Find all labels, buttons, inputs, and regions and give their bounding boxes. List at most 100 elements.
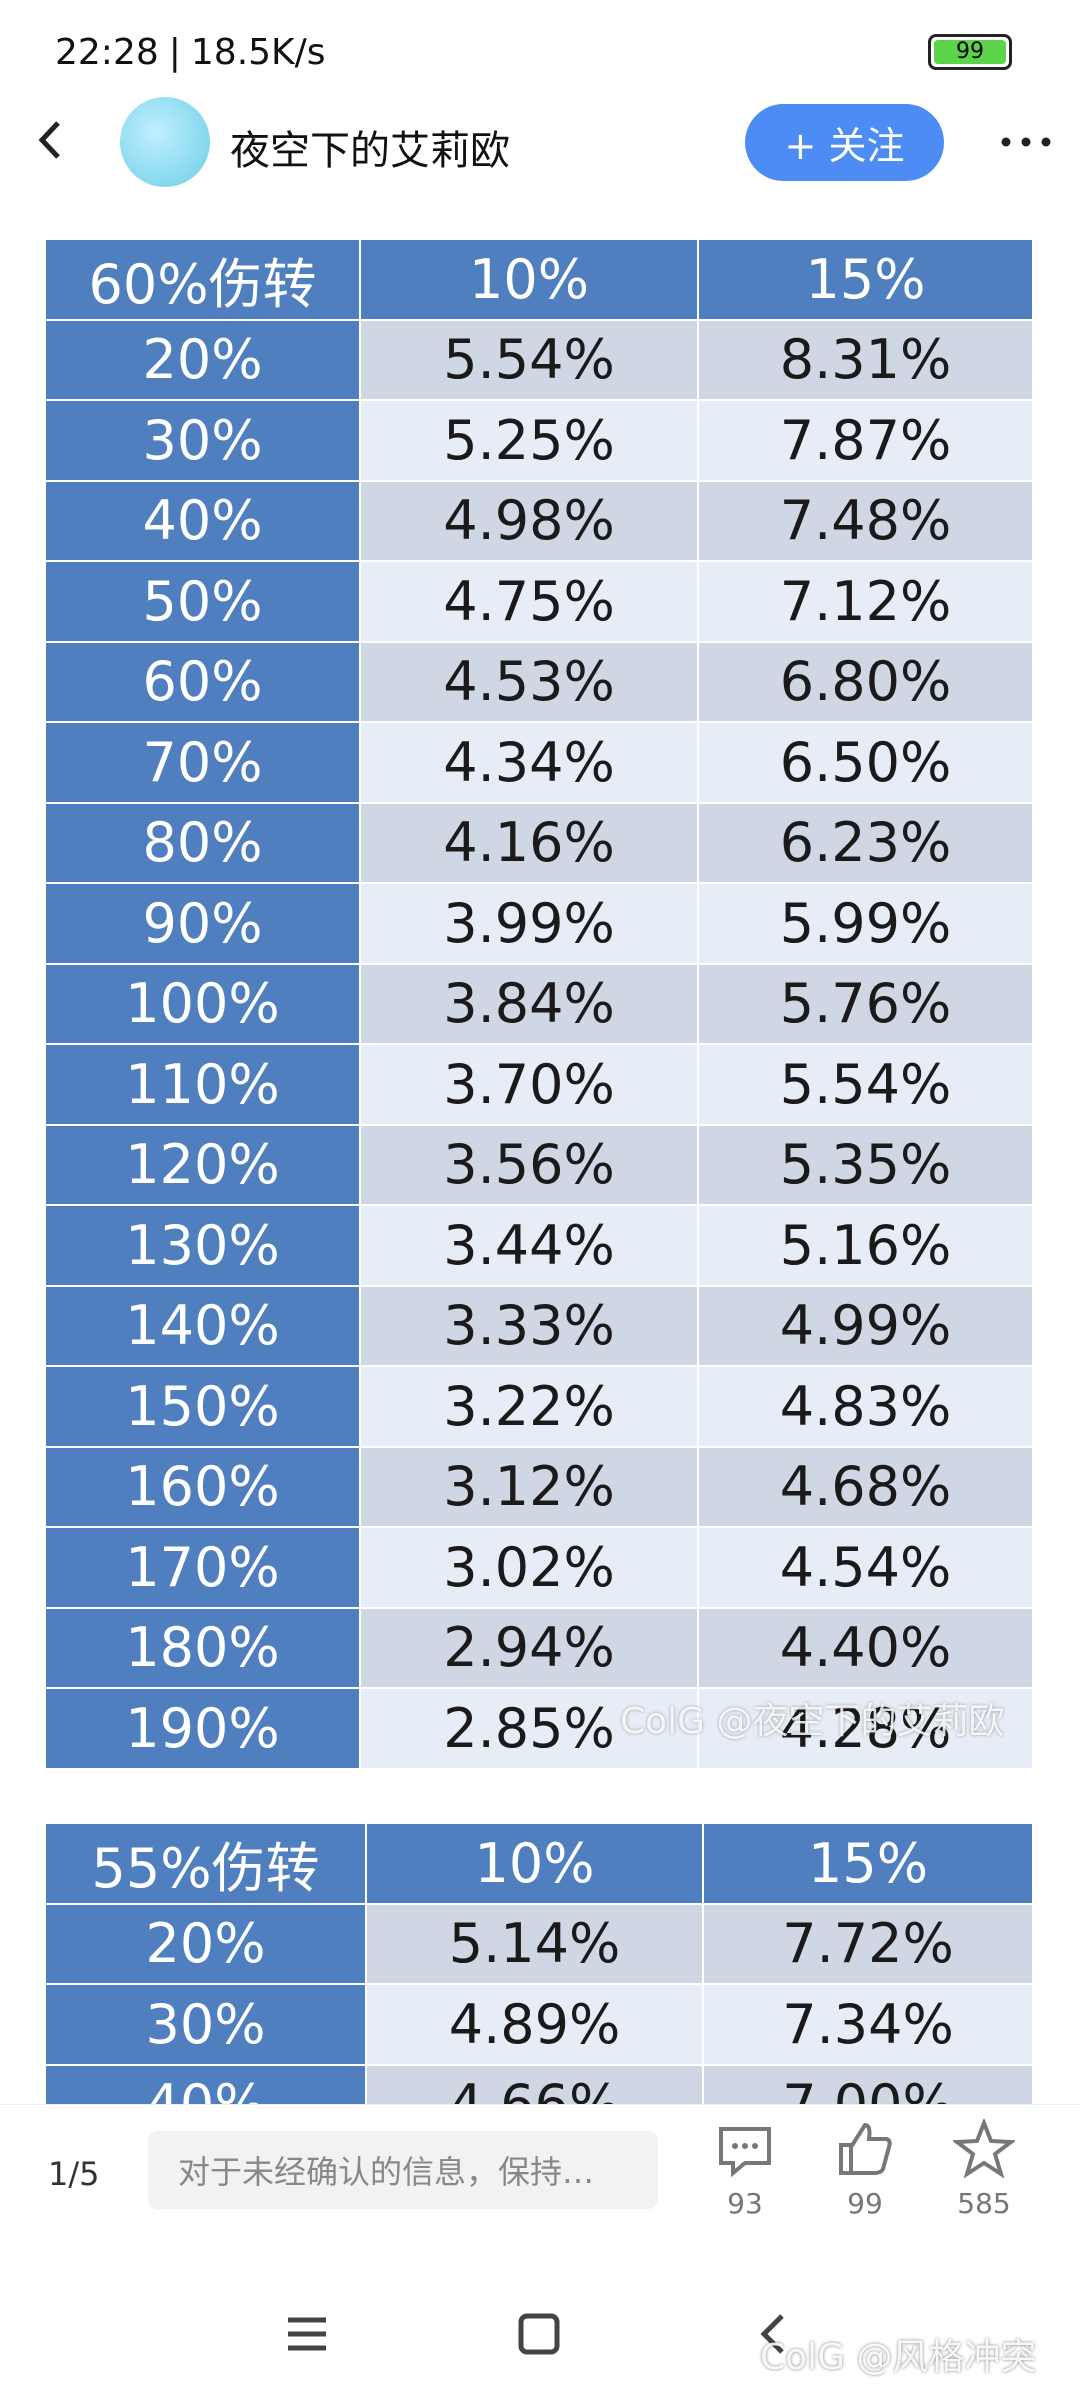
net-speed: 18.5K/s <box>190 31 326 73</box>
table-row: 40%4.66%7.00% <box>46 2065 1034 2104</box>
table-cell: 4.75% <box>361 562 699 641</box>
table-row: 80% 4.16% 6.23% <box>46 803 1034 884</box>
more-button[interactable] <box>1000 130 1052 154</box>
bottom-bar: 1/5 对于未经确认的信息，保持… 93 99 585 <box>0 2104 1080 2250</box>
table-row: 50% 4.75% 7.12% <box>46 562 1034 643</box>
table-cell: 190% <box>46 1689 361 1768</box>
header-cell: 10% <box>361 240 699 319</box>
table-cell: 170% <box>46 1528 361 1607</box>
table-cell: 3.84% <box>361 964 699 1043</box>
home-button[interactable] <box>518 2313 560 2355</box>
table-cell: 7.87% <box>699 401 1034 480</box>
table-cell: 4.16% <box>361 803 699 882</box>
like-icon[interactable] <box>835 2119 895 2179</box>
table-cell: 3.22% <box>361 1367 699 1446</box>
table-row: 100% 3.84% 5.76% <box>46 964 1034 1045</box>
table-cell: 5.25% <box>361 401 699 480</box>
table-cell: 3.02% <box>361 1528 699 1607</box>
table-cell: 3.56% <box>361 1125 699 1204</box>
table-row: 30% 5.25% 7.87% <box>46 401 1034 482</box>
table-cell: 4.99% <box>699 1286 1034 1365</box>
table-header: 60%伤转 10% 15% <box>46 240 1034 321</box>
table-cell: 3.99% <box>361 884 699 963</box>
table-cell: 7.00% <box>704 2065 1034 2104</box>
menu-button[interactable] <box>288 2317 326 2351</box>
table-cell: 6.23% <box>699 803 1034 882</box>
nav-bar <box>288 2313 784 2355</box>
table-cell: 5.16% <box>699 1206 1034 1285</box>
table-cell: 150% <box>46 1367 361 1446</box>
table-cell: 140% <box>46 1286 361 1365</box>
author-name[interactable]: 夜空下的艾莉欧 <box>230 128 510 174</box>
table-row: 20% 5.14% 7.72% <box>46 1904 1034 1985</box>
table-cell: 4.40% <box>699 1608 1034 1687</box>
follow-button[interactable]: + 关注 <box>745 104 944 181</box>
table-row: 170% 3.02% 4.54% <box>46 1528 1034 1609</box>
time: 22:28 <box>55 31 159 73</box>
table-row: 40% 4.98% 7.48% <box>46 481 1034 562</box>
avatar[interactable] <box>120 97 210 187</box>
table-cell: 120% <box>46 1125 361 1204</box>
table-header: 55%伤转 10% 15% <box>46 1824 1034 1905</box>
favorite-icon[interactable] <box>953 2119 1015 2179</box>
table-row: 30% 4.89% 7.34% <box>46 1985 1034 2066</box>
comment-input[interactable]: 对于未经确认的信息，保持… <box>148 2131 658 2209</box>
table-cell: 5.35% <box>699 1125 1034 1204</box>
header-cell: 15% <box>699 240 1034 319</box>
table-cell: 160% <box>46 1447 361 1526</box>
table-cell: 130% <box>46 1206 361 1285</box>
page-indicator: 1/5 <box>48 2155 100 2193</box>
table-cell: 20% <box>46 320 361 399</box>
table-cell: 4.34% <box>361 723 699 802</box>
table: 55%伤转10%15%20%5.14%7.72%30%4.89%7.34%40%… <box>46 1824 1034 2104</box>
comment-count: 93 <box>727 2187 763 2220</box>
table-cell: 60% <box>46 642 361 721</box>
header-cell: 15% <box>704 1824 1034 1903</box>
table-cell: 40% <box>46 2065 367 2104</box>
table-cell: 50% <box>46 562 361 641</box>
watermark: ColG @风格冲突 <box>760 2337 1037 2378</box>
table-row: 110% 3.70% 5.54% <box>46 1045 1034 1126</box>
table-cell: 90% <box>46 884 361 963</box>
table-cell: 3.70% <box>361 1045 699 1124</box>
header-cell: 60%伤转 <box>46 240 361 319</box>
table-cell: 20% <box>46 1904 367 1983</box>
table-cell: 4.83% <box>699 1367 1034 1446</box>
table-cell: 5.14% <box>367 1904 704 1983</box>
table: 60%伤转 10% 15% 20% 5.54% 8.31% 30% 5.25% 7.87% 40%… <box>46 240 1034 1770</box>
table-cell: 7.48% <box>699 481 1034 560</box>
table-cell: 30% <box>46 1985 367 2064</box>
table-cell: 4.28% <box>699 1689 1034 1768</box>
table-cell: 4.68% <box>699 1447 1034 1526</box>
table-row: 90% 3.99% 5.99% <box>46 884 1034 965</box>
table-cell: 110% <box>46 1045 361 1124</box>
table-cell: 4.98% <box>361 481 699 560</box>
table-cell: 40% <box>46 481 361 560</box>
table-cell: 7.12% <box>699 562 1034 641</box>
back-nav-button[interactable] <box>760 2314 784 2354</box>
table-cell: 4.66% <box>367 2065 704 2104</box>
comment-icon[interactable] <box>715 2123 775 2179</box>
table-cell: 80% <box>46 803 361 882</box>
table-cell: 100% <box>46 964 361 1043</box>
table-row: 60% 4.53% 6.80% <box>46 642 1034 723</box>
header-cell: 10% <box>367 1824 704 1903</box>
table-row: 190% 2.85% 4.28% <box>46 1689 1034 1770</box>
table-row: 140% 3.33% 4.99% <box>46 1286 1034 1367</box>
like-count: 99 <box>847 2187 883 2220</box>
table-row: 20% 5.54% 8.31% <box>46 320 1034 401</box>
table-cell: 5.99% <box>699 884 1034 963</box>
back-button[interactable] <box>30 115 70 165</box>
table-cell: 4.89% <box>367 1985 704 2064</box>
table-cell: 8.31% <box>699 320 1034 399</box>
table-cell: 6.80% <box>699 642 1034 721</box>
table-row: 120% 3.56% 5.35% <box>46 1125 1034 1206</box>
table-cell: 6.50% <box>699 723 1034 802</box>
table-cell: 2.94% <box>361 1608 699 1687</box>
table-cell: 70% <box>46 723 361 802</box>
battery: 99 <box>928 34 1012 70</box>
table-cell: 7.34% <box>704 1985 1034 2064</box>
table-cell: 2.85% <box>361 1689 699 1768</box>
table-row: 70% 4.34% 6.50% <box>46 723 1034 804</box>
